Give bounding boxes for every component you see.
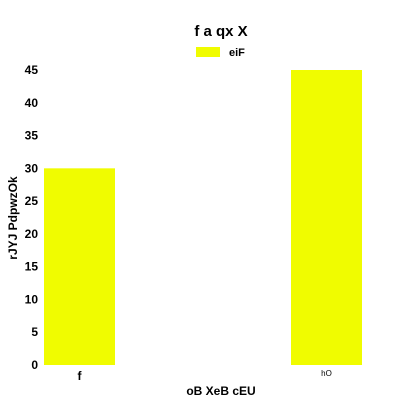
x-tick-label: f [78, 369, 83, 383]
legend-swatch [196, 47, 220, 57]
bar-f [44, 168, 115, 365]
x-axis-label: oB XeB cEU [186, 384, 255, 398]
y-tick-label: 10 [25, 292, 39, 306]
y-tick-label: 35 [25, 129, 39, 143]
y-tick-label: 25 [25, 194, 39, 208]
y-tick-label: 5 [31, 325, 38, 339]
y-tick-label: 40 [25, 96, 39, 110]
y-tick-label: 30 [25, 161, 39, 175]
y-tick-label: 45 [25, 63, 39, 77]
x-tick-label: hO [321, 369, 332, 378]
legend: eiF [196, 47, 245, 59]
bars [44, 70, 362, 365]
y-axis: 0 5 10 15 20 25 30 35 40 45 [25, 63, 39, 372]
x-axis: f hO [78, 369, 332, 383]
y-tick-label: 0 [31, 358, 38, 372]
chart-title: f a qx X [194, 23, 247, 40]
bar-hO [291, 70, 362, 365]
legend-label: eiF [229, 47, 245, 59]
y-axis-label: rJYJ PdpwzOk [6, 176, 20, 260]
y-tick-label: 15 [25, 260, 39, 274]
y-tick-label: 20 [25, 227, 39, 241]
